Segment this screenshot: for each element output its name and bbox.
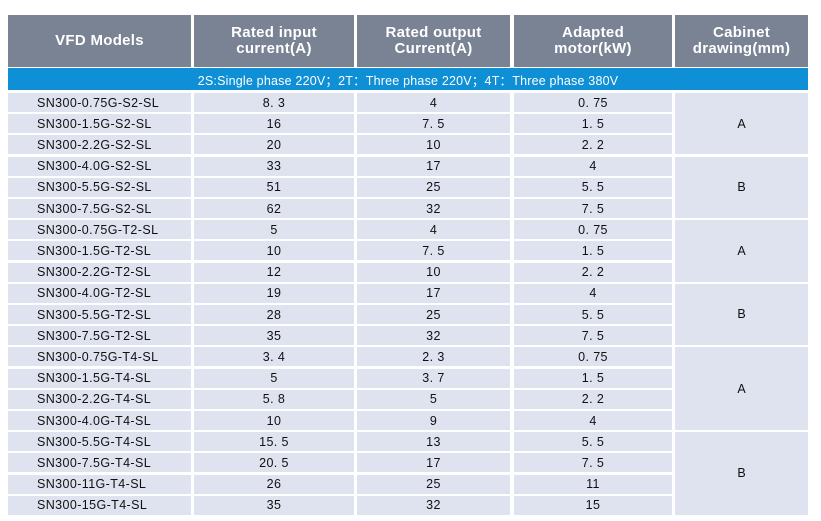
input-current-cell: 20. 5	[194, 453, 354, 473]
input-current-cell: 8. 3	[194, 93, 354, 112]
header-vfd-models: VFD Models	[8, 15, 191, 67]
output-current-cell: 10	[357, 135, 510, 155]
motor-kw-cell: 7. 5	[514, 326, 672, 346]
model-cell: SN300-7.5G-S2-SL	[8, 199, 191, 218]
output-current-cell: 25	[357, 177, 510, 197]
model-cell: SN300-4.0G-T4-SL	[8, 411, 191, 430]
motor-kw-cell: 1. 5	[514, 114, 672, 134]
output-current-cell: 5	[357, 389, 510, 409]
input-current-cell: 15. 5	[194, 432, 354, 452]
cabinet-drawing-cell: B	[675, 283, 808, 346]
model-cell: SN300-7.5G-T4-SL	[8, 453, 191, 473]
motor-kw-cell: 11	[514, 474, 672, 494]
motor-kw-cell: 15	[514, 495, 672, 515]
model-cell: SN300-1.5G-T4-SL	[8, 368, 191, 388]
input-current-cell: 10	[194, 241, 354, 261]
model-cell: SN300-5.5G-T2-SL	[8, 305, 191, 324]
output-current-cell: 10	[357, 262, 510, 282]
input-current-cell: 28	[194, 305, 354, 324]
motor-kw-cell: 1. 5	[514, 368, 672, 388]
output-current-cell: 7. 5	[357, 114, 510, 134]
input-current-cell: 19	[194, 283, 354, 303]
output-current-cell: 32	[357, 495, 510, 515]
output-current-cell: 17	[357, 453, 510, 473]
model-cell: SN300-1.5G-T2-SL	[8, 241, 191, 261]
model-cell: SN300-4.0G-S2-SL	[8, 156, 191, 176]
motor-kw-cell: 2. 2	[514, 389, 672, 409]
output-current-cell: 32	[357, 326, 510, 346]
input-current-cell: 3. 4	[194, 347, 354, 367]
cabinet-drawing-cell: A	[675, 93, 808, 155]
output-current-cell: 3. 7	[357, 368, 510, 388]
motor-kw-cell: 0. 75	[514, 220, 672, 240]
model-cell: SN300-2.2G-S2-SL	[8, 135, 191, 155]
motor-kw-cell: 4	[514, 283, 672, 303]
header-cabinet-drawing: Cabinet drawing(mm)	[675, 15, 808, 67]
output-current-cell: 9	[357, 411, 510, 430]
input-current-cell: 16	[194, 114, 354, 134]
model-cell: SN300-5.5G-T4-SL	[8, 432, 191, 452]
input-current-cell: 33	[194, 156, 354, 176]
motor-kw-cell: 4	[514, 156, 672, 176]
cabinet-drawing-cell: B	[675, 432, 808, 515]
table-header: VFD Models Rated input current(A) Rated …	[8, 15, 808, 67]
model-cell: SN300-4.0G-T2-SL	[8, 283, 191, 303]
motor-kw-cell: 7. 5	[514, 199, 672, 218]
model-cell: SN300-1.5G-S2-SL	[8, 114, 191, 134]
motor-kw-cell: 0. 75	[514, 93, 672, 112]
model-cell: SN300-11G-T4-SL	[8, 474, 191, 494]
input-current-cell: 20	[194, 135, 354, 155]
input-current-cell: 5	[194, 220, 354, 240]
header-rated-input-current: Rated input current(A)	[194, 15, 354, 67]
motor-kw-cell: 2. 2	[514, 262, 672, 282]
output-current-cell: 4	[357, 220, 510, 240]
model-cell: SN300-0.75G-S2-SL	[8, 93, 191, 112]
motor-kw-cell: 1. 5	[514, 241, 672, 261]
vfd-spec-table: VFD Models Rated input current(A) Rated …	[8, 15, 808, 515]
model-cell: SN300-0.75G-T4-SL	[8, 347, 191, 367]
input-current-cell: 62	[194, 199, 354, 218]
input-current-cell: 5. 8	[194, 389, 354, 409]
output-current-cell: 2. 3	[357, 347, 510, 367]
model-cell: SN300-0.75G-T2-SL	[8, 220, 191, 240]
output-current-cell: 25	[357, 474, 510, 494]
model-cell: SN300-2.2G-T2-SL	[8, 262, 191, 282]
model-cell: SN300-15G-T4-SL	[8, 495, 191, 515]
motor-kw-cell: 5. 5	[514, 305, 672, 324]
cabinet-drawing-cell: A	[675, 347, 808, 430]
motor-kw-cell: 7. 5	[514, 453, 672, 473]
voltage-legend-banner: 2S:Single phase 220V；2T：Three phase 220V…	[8, 68, 808, 90]
motor-kw-cell: 5. 5	[514, 177, 672, 197]
output-current-cell: 17	[357, 156, 510, 176]
output-current-cell: 25	[357, 305, 510, 324]
input-current-cell: 5	[194, 368, 354, 388]
header-adapted-motor: Adapted motor(kW)	[514, 15, 672, 67]
input-current-cell: 26	[194, 474, 354, 494]
header-rated-output-current: Rated output Current(A)	[357, 15, 510, 67]
output-current-cell: 7. 5	[357, 241, 510, 261]
cabinet-drawing-cell: B	[675, 156, 808, 218]
model-cell: SN300-5.5G-S2-SL	[8, 177, 191, 197]
cabinet-drawing-cell: A	[675, 220, 808, 282]
model-cell: SN300-2.2G-T4-SL	[8, 389, 191, 409]
input-current-cell: 12	[194, 262, 354, 282]
motor-kw-cell: 5. 5	[514, 432, 672, 452]
motor-kw-cell: 4	[514, 411, 672, 430]
output-current-cell: 13	[357, 432, 510, 452]
output-current-cell: 17	[357, 283, 510, 303]
input-current-cell: 35	[194, 495, 354, 515]
input-current-cell: 10	[194, 411, 354, 430]
model-cell: SN300-7.5G-T2-SL	[8, 326, 191, 346]
motor-kw-cell: 0. 75	[514, 347, 672, 367]
output-current-cell: 32	[357, 199, 510, 218]
motor-kw-cell: 2. 2	[514, 135, 672, 155]
input-current-cell: 35	[194, 326, 354, 346]
output-current-cell: 4	[357, 93, 510, 112]
input-current-cell: 51	[194, 177, 354, 197]
